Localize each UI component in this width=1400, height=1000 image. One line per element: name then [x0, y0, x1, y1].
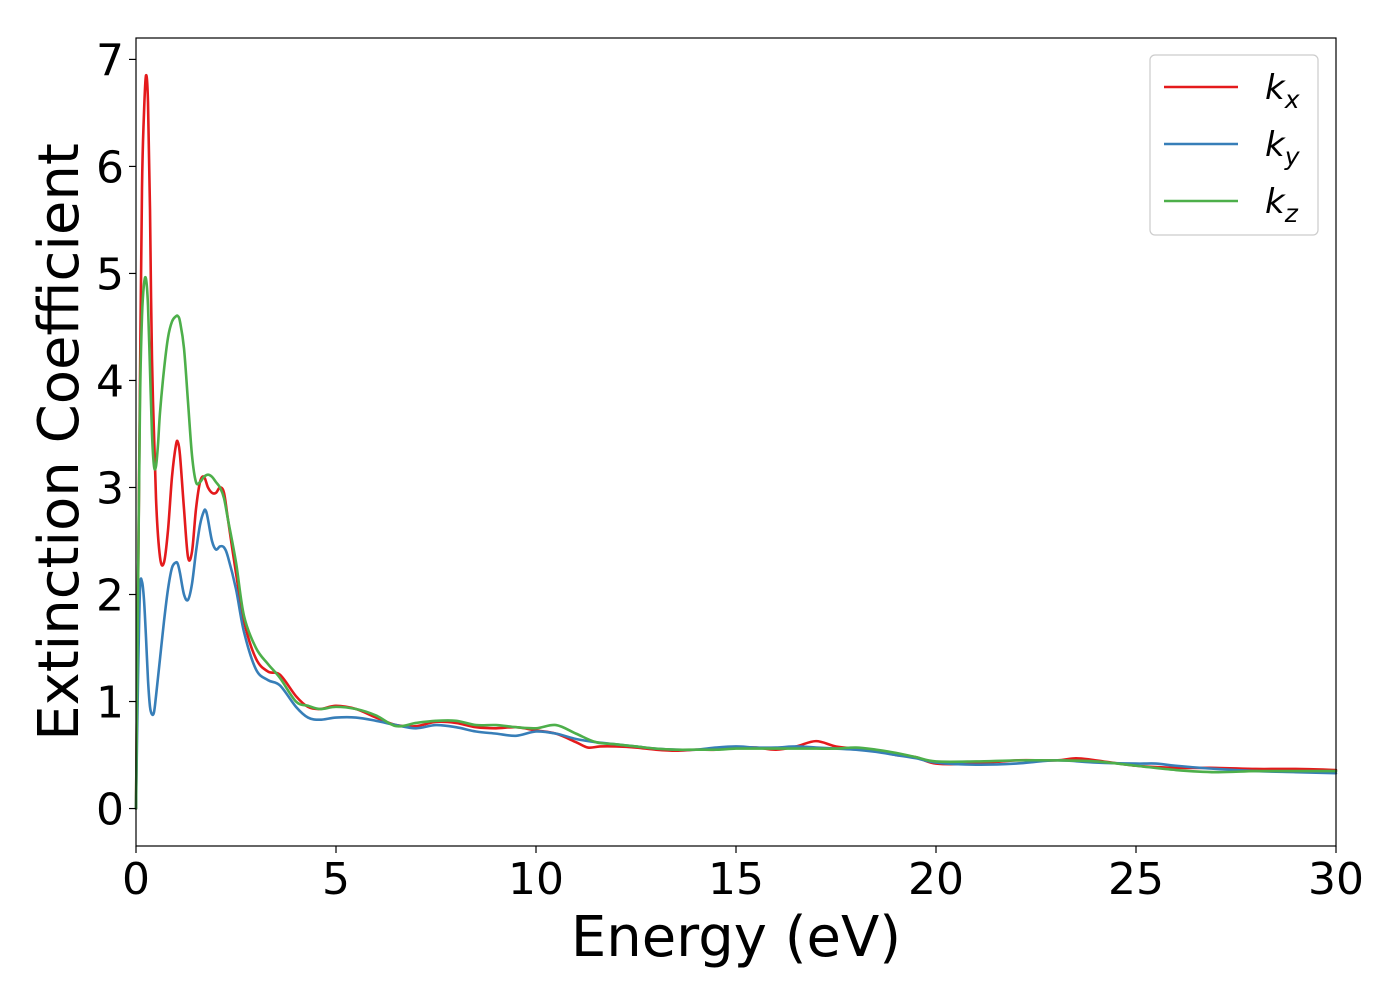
y-tick-label: 3: [96, 463, 124, 514]
x-tick-label: 20: [908, 854, 964, 905]
y-tick-label: 4: [96, 356, 124, 407]
legend-label-kz: kz: [1265, 182, 1299, 228]
y-tick-label: 5: [96, 249, 124, 300]
x-tick-label: 25: [1108, 854, 1164, 905]
y-tick-label: 2: [96, 571, 124, 622]
y-axis-ticks: 0 1 2 3 4 5 6 7: [96, 35, 136, 836]
x-tick-label: 0: [122, 854, 150, 905]
x-axis-ticks: 0 5 10 15 20 25 30: [122, 846, 1364, 905]
x-tick-label: 5: [322, 854, 350, 905]
legend-label-ky: ky: [1265, 125, 1301, 171]
y-tick-label: 0: [96, 785, 124, 836]
x-tick-label: 15: [708, 854, 764, 905]
series-layer: [134, 73, 1338, 810]
x-axis-label: Energy (eV): [571, 905, 901, 970]
series-line-kz: [134, 275, 1338, 810]
y-tick-label: 1: [96, 678, 124, 729]
x-tick-label: 30: [1308, 854, 1364, 905]
legend-label-kx: kx: [1265, 68, 1300, 114]
y-axis-label: Extinction Coefficient: [27, 143, 92, 741]
series-line-ky: [134, 508, 1338, 810]
y-tick-label: 7: [96, 35, 124, 86]
y-tick-label: 6: [96, 142, 124, 193]
legend: kx ky kz: [1149, 54, 1319, 236]
x-tick-label: 10: [508, 854, 564, 905]
legend-items: kx ky kz: [1164, 68, 1301, 228]
